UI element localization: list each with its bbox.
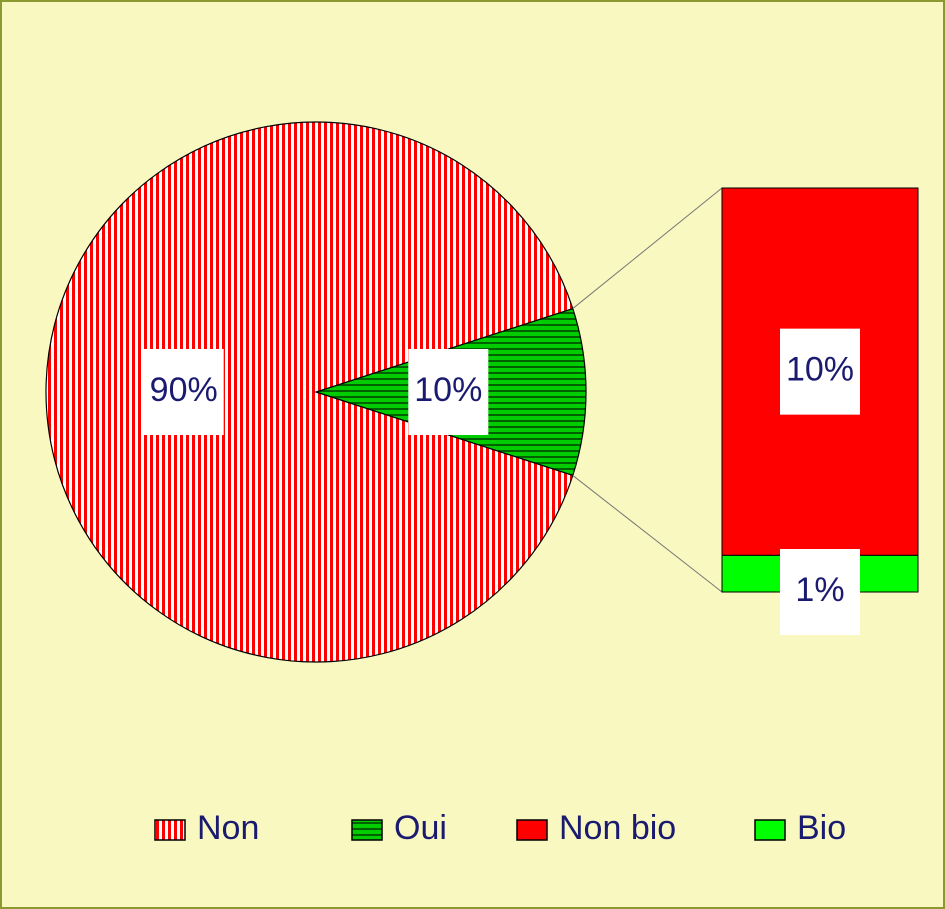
data-label: 1% — [795, 571, 844, 609]
connector — [572, 187, 723, 309]
legend-label: Oui — [394, 809, 447, 847]
data-label: 10% — [786, 351, 854, 389]
connector — [572, 475, 723, 593]
legend-swatch — [754, 819, 786, 841]
label-box — [408, 349, 489, 435]
legend-label: Non — [197, 809, 259, 847]
pie-slice — [45, 121, 574, 663]
label-box — [780, 328, 860, 415]
legend-swatch — [351, 819, 383, 841]
data-label: 10% — [414, 371, 482, 409]
label-box — [780, 549, 860, 635]
legend-label: Bio — [797, 809, 846, 847]
legend-label: Non bio — [559, 809, 676, 847]
legend-swatch — [516, 819, 548, 841]
label-box — [143, 349, 224, 435]
data-label: 90% — [150, 371, 218, 409]
legend-swatch — [154, 819, 186, 841]
